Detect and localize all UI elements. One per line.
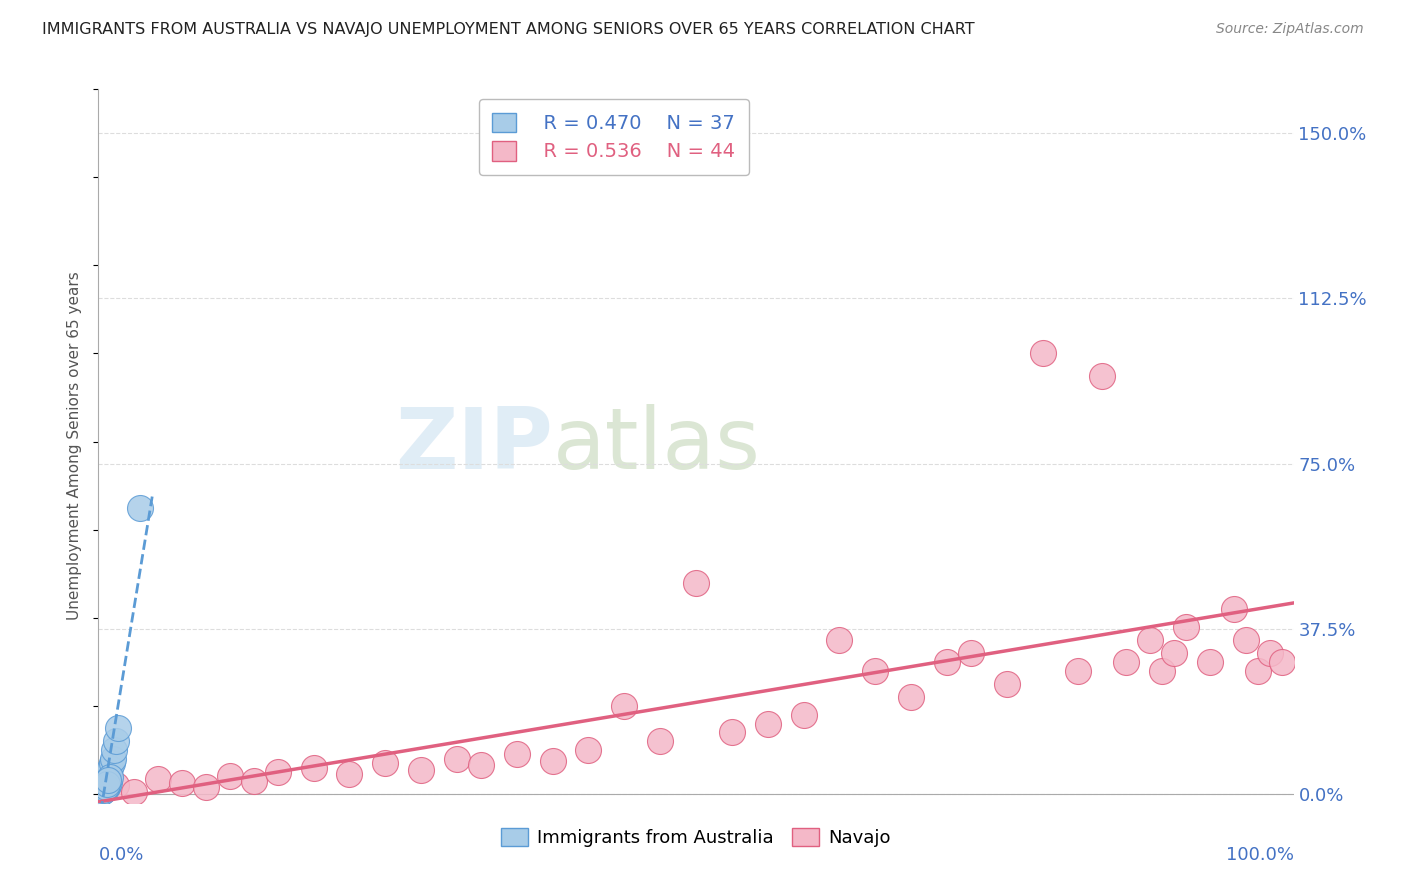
- Point: [339, 767, 361, 781]
- Text: ZIP: ZIP: [395, 404, 553, 488]
- Point: [374, 756, 396, 771]
- Point: [470, 758, 492, 772]
- Point: [90, 785, 112, 799]
- Point: [1032, 346, 1054, 360]
- Point: [97, 778, 120, 792]
- Point: [900, 690, 922, 704]
- Point: [93, 782, 115, 797]
- Point: [107, 721, 129, 735]
- Point: [89, 786, 111, 800]
- Point: [1258, 646, 1281, 660]
- Point: [96, 777, 118, 791]
- Point: [578, 743, 600, 757]
- Point: [219, 769, 242, 783]
- Point: [93, 783, 115, 797]
- Point: [93, 782, 115, 797]
- Text: 0.0%: 0.0%: [98, 846, 143, 863]
- Point: [129, 500, 152, 515]
- Point: [103, 743, 125, 757]
- Point: [97, 772, 120, 786]
- Point: [1139, 632, 1161, 647]
- Text: 100.0%: 100.0%: [1226, 846, 1294, 863]
- Point: [148, 772, 170, 786]
- Point: [98, 764, 121, 779]
- Point: [1234, 632, 1257, 647]
- Point: [98, 770, 122, 784]
- Point: [91, 780, 114, 795]
- Point: [793, 707, 815, 722]
- Point: [1223, 602, 1246, 616]
- Point: [89, 785, 111, 799]
- Point: [721, 725, 744, 739]
- Point: [960, 646, 983, 660]
- Point: [1067, 664, 1090, 678]
- Point: [91, 785, 114, 799]
- Point: [936, 655, 959, 669]
- Point: [1271, 655, 1294, 669]
- Point: [1152, 664, 1174, 678]
- Point: [828, 632, 851, 647]
- Point: [105, 734, 128, 748]
- Point: [98, 760, 122, 774]
- Text: atlas: atlas: [553, 404, 761, 488]
- Point: [93, 776, 115, 790]
- Point: [685, 575, 707, 590]
- Point: [1091, 368, 1114, 383]
- Point: [243, 773, 266, 788]
- Point: [96, 769, 118, 783]
- Point: [98, 774, 121, 789]
- Point: [94, 773, 117, 788]
- Y-axis label: Unemployment Among Seniors over 65 years: Unemployment Among Seniors over 65 years: [67, 272, 83, 620]
- Point: [90, 783, 112, 797]
- Point: [97, 772, 120, 787]
- Point: [756, 716, 779, 731]
- Point: [650, 734, 672, 748]
- Point: [302, 760, 325, 774]
- Point: [124, 785, 146, 799]
- Point: [506, 747, 529, 762]
- Point: [1247, 664, 1270, 678]
- Point: [195, 780, 218, 795]
- Point: [613, 698, 636, 713]
- Point: [96, 780, 118, 794]
- Legend: Immigrants from Australia, Navajo: Immigrants from Australia, Navajo: [491, 817, 901, 858]
- Point: [541, 754, 564, 768]
- Point: [1115, 655, 1137, 669]
- Point: [446, 752, 468, 766]
- Point: [1163, 646, 1185, 660]
- Point: [94, 779, 117, 793]
- Text: IMMIGRANTS FROM AUSTRALIA VS NAVAJO UNEMPLOYMENT AMONG SENIORS OVER 65 YEARS COR: IMMIGRANTS FROM AUSTRALIA VS NAVAJO UNEM…: [42, 22, 974, 37]
- Point: [100, 756, 122, 771]
- Point: [101, 752, 124, 766]
- Point: [1175, 619, 1198, 633]
- Point: [91, 783, 114, 797]
- Point: [94, 780, 117, 794]
- Point: [172, 776, 194, 790]
- Point: [865, 664, 887, 678]
- Point: [96, 777, 118, 791]
- Point: [105, 778, 128, 792]
- Point: [267, 764, 290, 779]
- Point: [93, 781, 115, 796]
- Point: [91, 784, 114, 798]
- Point: [90, 782, 112, 797]
- Text: Source: ZipAtlas.com: Source: ZipAtlas.com: [1216, 22, 1364, 37]
- Point: [1199, 655, 1222, 669]
- Point: [91, 778, 114, 792]
- Point: [91, 784, 114, 798]
- Point: [995, 677, 1018, 691]
- Point: [91, 781, 114, 796]
- Point: [94, 780, 117, 795]
- Point: [411, 763, 433, 777]
